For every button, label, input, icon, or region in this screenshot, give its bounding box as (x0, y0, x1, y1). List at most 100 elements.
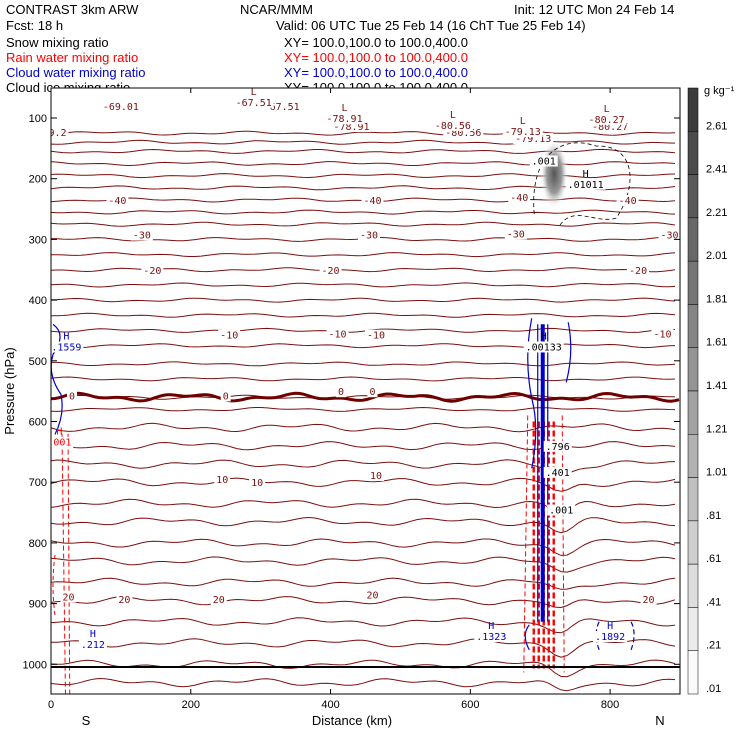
temperature-label: -30 (660, 231, 678, 242)
contour-label-bg (529, 155, 558, 167)
extremum-value: -79.13 (505, 127, 541, 138)
temperature-contour (51, 477, 676, 492)
extremum-value: -67.51 (236, 98, 272, 109)
temperature-label: -80.56 (445, 128, 481, 139)
extremum-value: -78.91 (326, 114, 362, 125)
temperature-label: 10 (251, 478, 263, 489)
temperature-label: 20 (62, 592, 74, 603)
x-tick-label: 400 (321, 699, 339, 711)
colorbar-swatch (687, 434, 699, 478)
contour-label-bg (364, 589, 381, 601)
colorbar-swatch (687, 217, 699, 262)
contour-label-bg (364, 329, 387, 341)
temperature-label: -78.91 (333, 122, 369, 133)
temperature-label: -40 (363, 196, 381, 207)
rain-contour (523, 415, 529, 673)
x-tick-label: 200 (182, 699, 200, 711)
contour-label-bg (367, 386, 378, 398)
contour-label-bg (100, 100, 141, 112)
contour-label-bg (367, 469, 384, 481)
colorbar-swatch (687, 347, 699, 392)
y-tick-label: 300 (29, 234, 47, 246)
contour-label-bg (324, 113, 365, 125)
contour-label-bg (640, 593, 657, 605)
contour-label-bg (547, 504, 576, 516)
extremum-value: .1323 (476, 632, 506, 643)
y-tick-label: 1000 (23, 659, 47, 671)
extremum-mark: H (583, 169, 589, 180)
contour-label-bg (590, 120, 631, 132)
extremum-value: .01011 (568, 180, 604, 191)
model-title: CONTRAST 3km ARW (6, 2, 139, 17)
contour-label-bg (210, 593, 227, 605)
temperature-label: -20 (322, 266, 340, 277)
contour-label-bg (60, 591, 77, 603)
contour-label-bg (593, 630, 628, 642)
contour-label-bg (130, 229, 153, 241)
temperature-contour (51, 406, 676, 412)
temperature-contour (51, 282, 676, 288)
contour-label-bg (508, 191, 531, 203)
forecast-hour: Fcst: 18 h (6, 18, 63, 33)
contour-label-bg (543, 466, 572, 478)
extremum-mark: L (520, 116, 526, 127)
contour-label-bg (326, 328, 349, 340)
temperature-contour (51, 173, 676, 179)
field-xy-rain: XY= 100.0,100.0 to 100.0,400.0 (284, 50, 468, 65)
temperature-label: -10 (329, 330, 347, 341)
colorbar-label: 2.41 (706, 164, 727, 176)
temperature-label: -40 (619, 196, 637, 207)
y-axis-label: Pressure (hPa) (2, 347, 17, 434)
temperature-label: 10 (370, 471, 382, 482)
temperature-contour (51, 638, 676, 658)
temperature-contour (51, 516, 676, 534)
contour-label-bg (502, 125, 543, 137)
y-tick-label: 600 (29, 417, 47, 429)
init-time: Init: 12 UTC Mon 24 Feb 14 (514, 2, 674, 17)
temperature-label: -67.51 (264, 102, 300, 113)
temperature-label: -30 (507, 229, 525, 240)
colorbar-label: .41 (706, 596, 721, 608)
field-xy-cloud-water: XY= 100.0,100.0 to 100.0,400.0 (284, 65, 468, 80)
extremum-value: .1559 (51, 342, 81, 353)
contour-label-bg (51, 436, 74, 448)
contour-label-bg (51, 126, 69, 138)
colorbar-swatch (687, 607, 699, 651)
temperature-label: -30 (133, 231, 151, 242)
rain-contour (61, 433, 66, 694)
temperature-label: -69.01 (103, 102, 139, 113)
colorbar-swatch (687, 87, 699, 132)
cloud-water-contour (527, 318, 537, 469)
colorbar-swatch (687, 563, 699, 608)
extremum-mark: H (541, 331, 547, 342)
extremum-value: .00133 (526, 342, 562, 353)
extremum-mark: H (56, 427, 62, 438)
contour-label-bg (336, 386, 347, 398)
contour-label-bg (141, 264, 164, 276)
contour-label-bg (319, 264, 342, 276)
temperature-label: -30 (360, 231, 378, 242)
field-name-cloud-water: Cloud water mixing ratio (6, 65, 145, 80)
temperature-contour (51, 538, 676, 556)
temperature-contour (51, 677, 676, 692)
colorbar-swatch (687, 304, 699, 348)
temperature-label: 0 (69, 391, 75, 402)
colorbar-label: 2.21 (706, 207, 727, 219)
snow-label: .796 (546, 442, 570, 453)
temperature-contour (51, 297, 676, 303)
valid-time: Valid: 06 UTC Tue 25 Feb 14 (16 ChT Tue … (276, 18, 586, 33)
contour-label-bg (504, 228, 527, 240)
extremum-mark: H (90, 629, 96, 640)
contour-label-bg (361, 194, 384, 206)
temperature-contour (51, 617, 676, 634)
contour-label-bg (627, 264, 650, 276)
temperature-contour (51, 161, 676, 167)
colorbar-swatch (687, 390, 699, 435)
snow-label: .401 (546, 468, 570, 479)
y-tick-label: 100 (29, 113, 47, 125)
contour-label-bg (249, 477, 266, 489)
colorbar-label: 1.81 (706, 293, 727, 305)
colorbar-label: .01 (706, 683, 721, 695)
cloud-water-contour (595, 621, 635, 651)
contour-label-bg (651, 328, 674, 340)
